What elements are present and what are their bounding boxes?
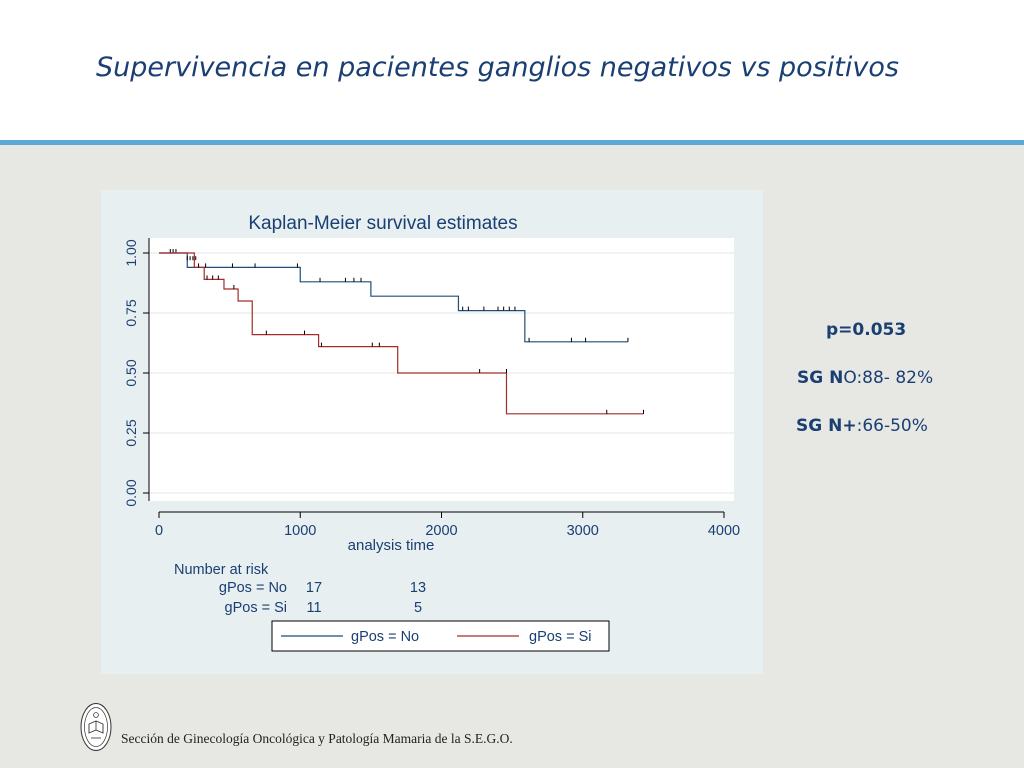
sg-no-label-suffix: O [843,368,857,388]
x-tick-label: 1000 [284,523,316,539]
sg-pos-stat: SG N+:66-50% [796,416,928,436]
x-axis-label: analysis time [348,537,435,554]
legend-label-no: gPos = No [351,629,419,645]
slide-header: Supervivencia en pacientes ganglios nega… [0,0,1024,140]
footer-text: Sección de Ginecología Oncológica y Pato… [121,731,513,746]
km-chart: Kaplan-Meier survival estimates 0.00 0.25… [123,213,740,652]
x-axis-ticks: 0 1000 2000 3000 4000 [155,512,740,539]
sg-no-stat: SG NO:88- 82% [797,368,933,388]
sg-pos-value: :66-50% [856,416,928,436]
header-rule [0,140,1024,145]
risk-count-no-t0: 17 [306,580,322,596]
y-tick-label: 1.00 [123,239,139,266]
chart-legend: gPos = No gPos = Si [271,620,610,652]
slide-title: Supervivencia en pacientes ganglios nega… [96,52,899,83]
risk-row-label-si: gPos = Si [225,600,287,616]
sego-seal-logo [80,703,112,751]
risk-count-no-t2000: 13 [410,580,426,596]
legend-label-si: gPos = Si [529,629,591,645]
risk-table-heading: Number at risk [174,562,269,578]
sg-pos-label: SG N+ [796,416,857,436]
chart-title: Kaplan-Meier survival estimates [248,213,517,234]
km-curve-gpos-no [159,252,628,343]
x-tick-label: 2000 [425,523,457,539]
risk-table: Number at risk gPos = No gPos = Si 17 11… [174,562,426,616]
km-curve-gpos-si [159,252,644,415]
x-tick-label: 3000 [567,523,599,539]
y-tick-label: 0.50 [123,359,139,386]
p-value: p=0.053 [826,320,907,340]
x-tick-label: 4000 [708,523,740,539]
y-tick-label: 0.75 [123,299,139,326]
plot-area [149,238,734,501]
sg-no-label: SG N [797,368,844,388]
risk-count-si-t2000: 5 [414,600,422,616]
km-chart-panel: Kaplan-Meier survival estimates 0.00 0.25… [101,190,763,674]
x-tick-label: 0 [155,523,163,539]
y-tick-label: 0.25 [123,419,139,446]
risk-count-si-t0: 11 [306,600,321,616]
slide-footer: Sección de Ginecología Oncológica y Pato… [80,702,680,758]
sg-no-value: :88- 82% [856,368,934,388]
survival-curves [159,249,644,415]
y-tick-label: 0.00 [123,479,139,506]
y-axis-ticks: 0.00 0.25 0.50 0.75 1.00 [123,239,149,507]
risk-row-label-no: gPos = No [219,580,287,596]
